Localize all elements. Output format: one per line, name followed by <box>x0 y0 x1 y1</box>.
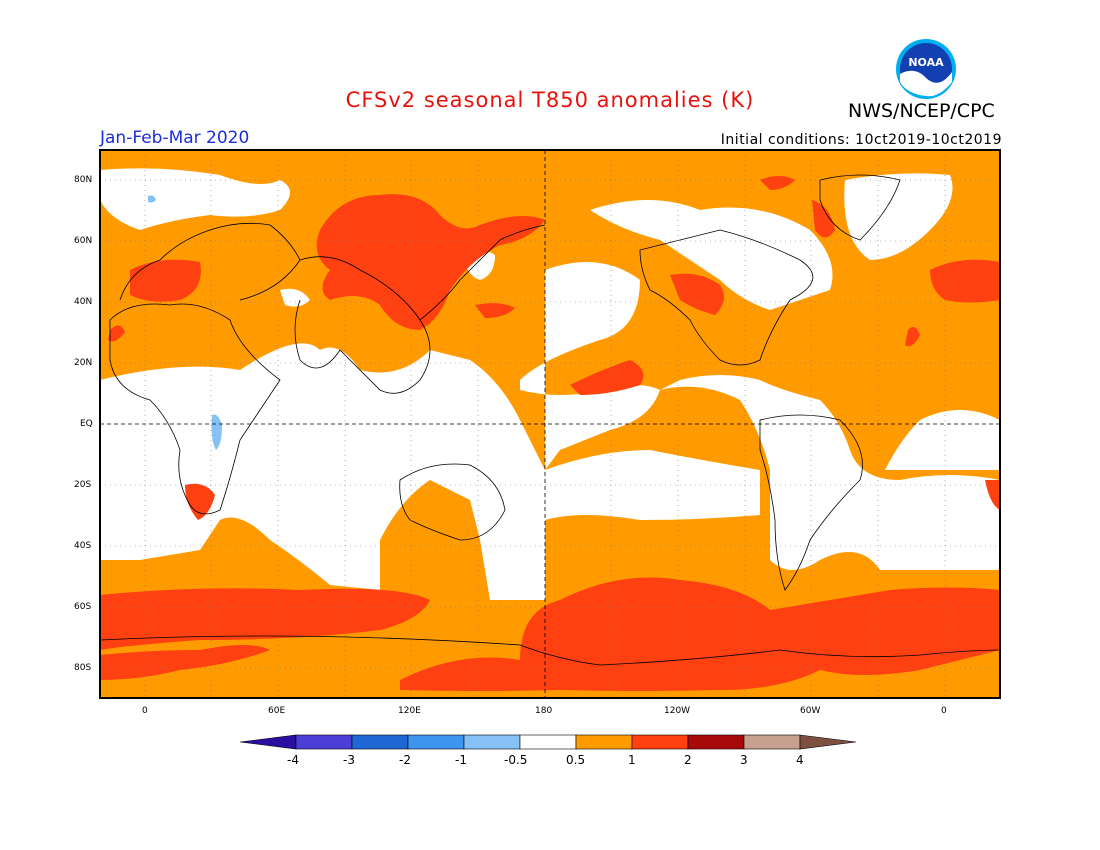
colorbar-swatch-1 <box>295 734 353 750</box>
colorbar-label-3: 3 <box>740 753 748 767</box>
colorbar-swatch-9 <box>743 734 801 750</box>
lat-label-20n: 20N <box>74 358 93 368</box>
agency-label: NWS/NCEP/CPC <box>848 100 995 122</box>
colorbar-swatch-4 <box>463 734 521 750</box>
near-normal-regions <box>100 168 1000 600</box>
colorbar-swatches <box>239 734 857 750</box>
lat-label-60s: 60S <box>74 602 92 612</box>
colorbar-swatch-max <box>799 734 857 750</box>
initial-conditions-label: Initial conditions: 10ct2019-10ct2019 <box>720 132 1002 148</box>
colorbar-label-neg2: -2 <box>399 753 411 767</box>
colorbar-label-2: 2 <box>684 753 692 767</box>
lat-label-eq: EQ <box>80 419 93 429</box>
coastlines <box>100 174 1000 666</box>
colorbar-label-1: 1 <box>628 753 636 767</box>
lat-label-60n: 60N <box>74 236 93 246</box>
colorbar-swatch-7 <box>631 734 689 750</box>
noaa-logo-icon: NOAA <box>896 39 956 99</box>
logo-text: NOAA <box>908 56 944 69</box>
chart-title: CFSv2 seasonal T850 anomalies (K) <box>345 88 755 112</box>
map-grid <box>100 150 1000 698</box>
colorbar-label-neg3: -3 <box>343 753 355 767</box>
lon-label-60w: 60W <box>800 706 821 716</box>
colorbar-swatch-2 <box>351 734 409 750</box>
cool-anomaly-region-small <box>148 195 156 203</box>
cool-anomaly-region <box>211 414 222 450</box>
colorbar-label-0-5: 0.5 <box>566 753 586 767</box>
colorbar-label-neg0-5: -0.5 <box>504 753 528 767</box>
colorbar-swatch-6 <box>575 734 633 750</box>
lon-label-120e: 120E <box>398 706 421 716</box>
lon-label-120w: 120W <box>664 706 691 716</box>
colorbar-label-neg1: -1 <box>455 753 467 767</box>
lat-label-20s: 20S <box>74 480 92 490</box>
map-frame <box>99 149 1001 699</box>
colorbar-swatch-3 <box>407 734 465 750</box>
lat-label-40n: 40N <box>74 297 93 307</box>
lat-label-80s: 80S <box>74 663 92 673</box>
lon-label-0-east: 0 <box>941 706 947 716</box>
colorbar-label-neg4: -4 <box>287 753 299 767</box>
warm-anomaly-regions <box>100 176 1000 691</box>
lon-label-0: 0 <box>142 706 148 716</box>
colorbar-swatch-min <box>239 734 297 750</box>
colorbar-swatch-8 <box>687 734 745 750</box>
colorbar-swatch-5 <box>519 734 577 750</box>
lon-label-180: 180 <box>535 706 553 716</box>
lat-label-40s: 40S <box>74 541 92 551</box>
lat-label-80n: 80N <box>74 175 93 185</box>
lon-label-60e: 60E <box>268 706 286 716</box>
colorbar-label-4: 4 <box>796 753 804 767</box>
season-label: Jan-Feb-Mar 2020 <box>100 128 250 148</box>
